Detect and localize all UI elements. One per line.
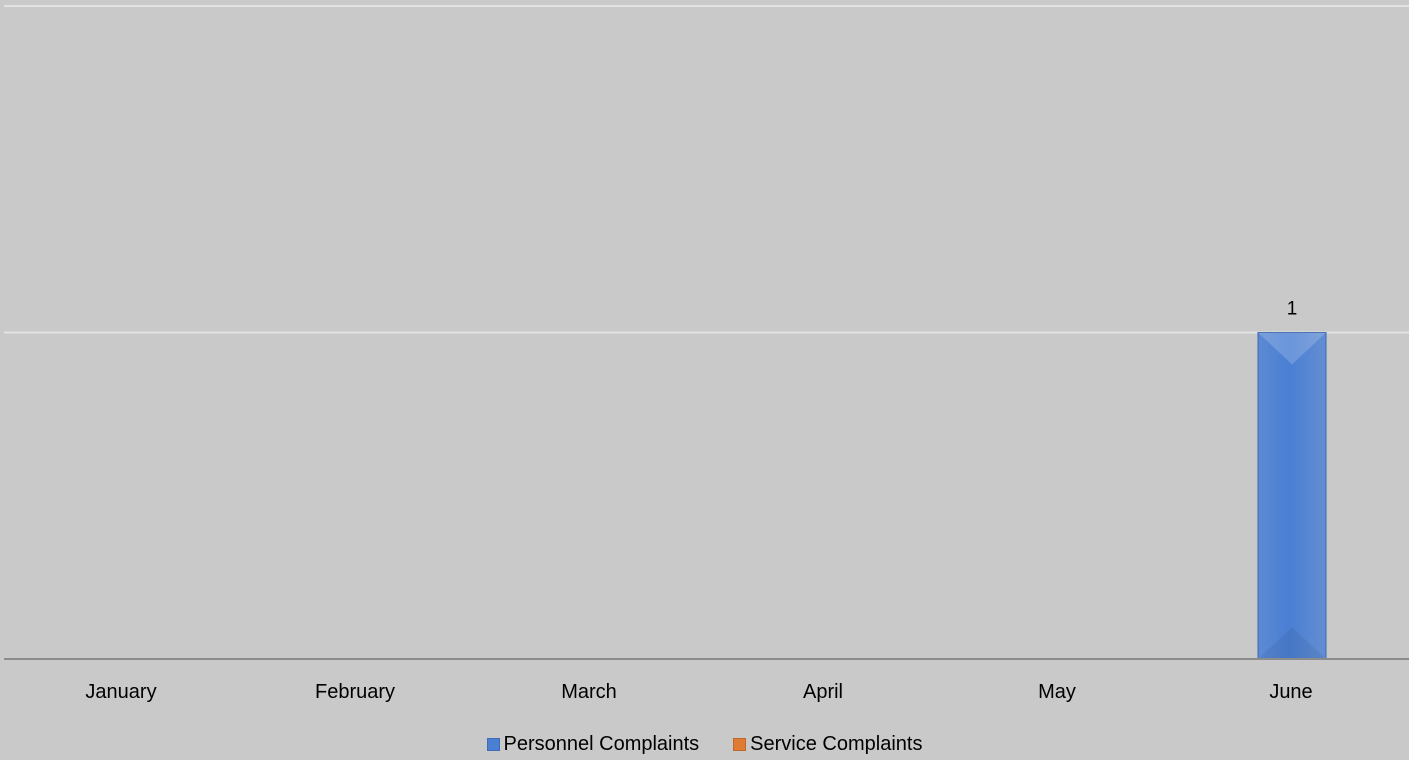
bar-june-0 [1257, 332, 1327, 660]
x-tick-label: February [315, 681, 395, 703]
legend-item-personnel: Personnel Complaints [486, 732, 700, 756]
x-tick-label: March [561, 681, 617, 703]
x-tick-label: January [85, 681, 156, 703]
legend-label-personnel: Personnel Complaints [503, 732, 700, 755]
x-tick-label: June [1269, 681, 1312, 703]
x-tick-label: May [1038, 681, 1076, 703]
legend-swatch-personnel [486, 737, 500, 751]
bar-bevel-bottom [1258, 627, 1326, 659]
legend-label-service: Service Complaints [750, 732, 923, 755]
legend-swatch-service [733, 737, 747, 751]
data-label: 1 [1287, 299, 1298, 320]
x-tick-label: April [803, 681, 843, 703]
bar-bevel-top [1258, 332, 1326, 365]
chart-plot: 1 January February March April May June [4, 5, 1409, 703]
legend: Personnel Complaints Service Complaints [0, 730, 1409, 758]
legend-item-service: Service Complaints [733, 733, 922, 756]
